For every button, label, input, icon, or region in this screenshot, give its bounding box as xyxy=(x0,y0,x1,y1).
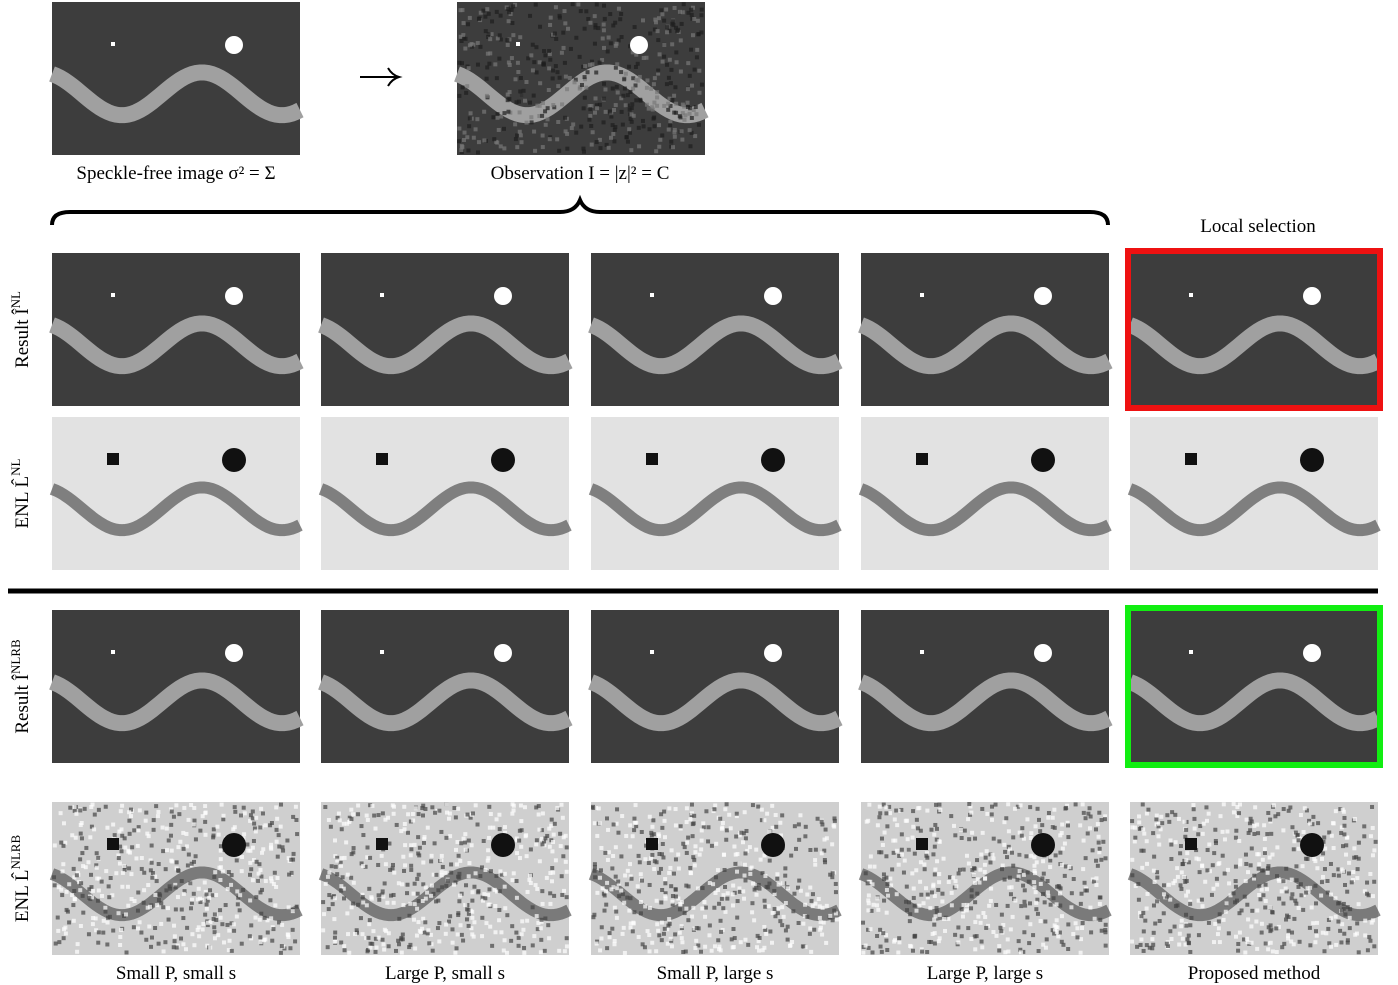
image-panel xyxy=(858,417,1112,570)
noisy-caption: Observation I = |z|² = C xyxy=(491,163,670,184)
clean-caption: Speckle-free image σ² = Σ xyxy=(76,163,275,184)
image-panel xyxy=(1127,802,1381,955)
row-label-text: Result Î xyxy=(11,673,33,733)
column-label: Large P, large s xyxy=(927,963,1043,984)
image-panel xyxy=(49,2,304,155)
column-label: Proposed method xyxy=(1188,963,1321,984)
row-label: Result ÎNLRB xyxy=(8,639,33,734)
image-panel xyxy=(1127,417,1381,570)
row-label: Result ÎNL xyxy=(8,291,33,368)
image-panel xyxy=(49,253,304,406)
column-label: Small P, small s xyxy=(116,963,236,984)
image-panel xyxy=(454,2,709,155)
row-label-text: ENL L̂ xyxy=(11,476,33,529)
image-panel xyxy=(49,802,303,955)
row-label-sup: NL xyxy=(8,291,23,308)
image-panel xyxy=(858,253,1113,406)
image-panel xyxy=(588,417,842,570)
arrow xyxy=(360,67,403,87)
column-label: Large P, small s xyxy=(385,963,505,984)
row-label-sup: NLRB xyxy=(8,639,23,674)
image-panel xyxy=(858,802,1112,955)
row-label-text: Result Î xyxy=(11,308,33,368)
row-label-text: ENL L̂ xyxy=(11,870,33,923)
image-panel xyxy=(318,802,572,955)
image-panel xyxy=(318,417,572,570)
image-panel xyxy=(1125,248,1383,411)
column-label: Small P, large s xyxy=(657,963,774,984)
image-panel xyxy=(49,610,304,763)
image-panel xyxy=(588,802,842,955)
local-selection-label: Local selection xyxy=(1200,216,1316,237)
image-panel xyxy=(1125,605,1383,768)
row-label: ENL L̂NLRB xyxy=(8,835,33,923)
brace xyxy=(50,194,1110,226)
image-panel xyxy=(858,610,1113,763)
image-panel xyxy=(49,417,303,570)
image-panel xyxy=(318,610,573,763)
row-label-sup: NL xyxy=(8,458,23,475)
row-label-sup: NLRB xyxy=(8,835,23,870)
image-panel xyxy=(588,610,843,763)
row-label: ENL L̂NL xyxy=(8,458,33,528)
image-panel xyxy=(588,253,843,406)
image-panel xyxy=(318,253,573,406)
